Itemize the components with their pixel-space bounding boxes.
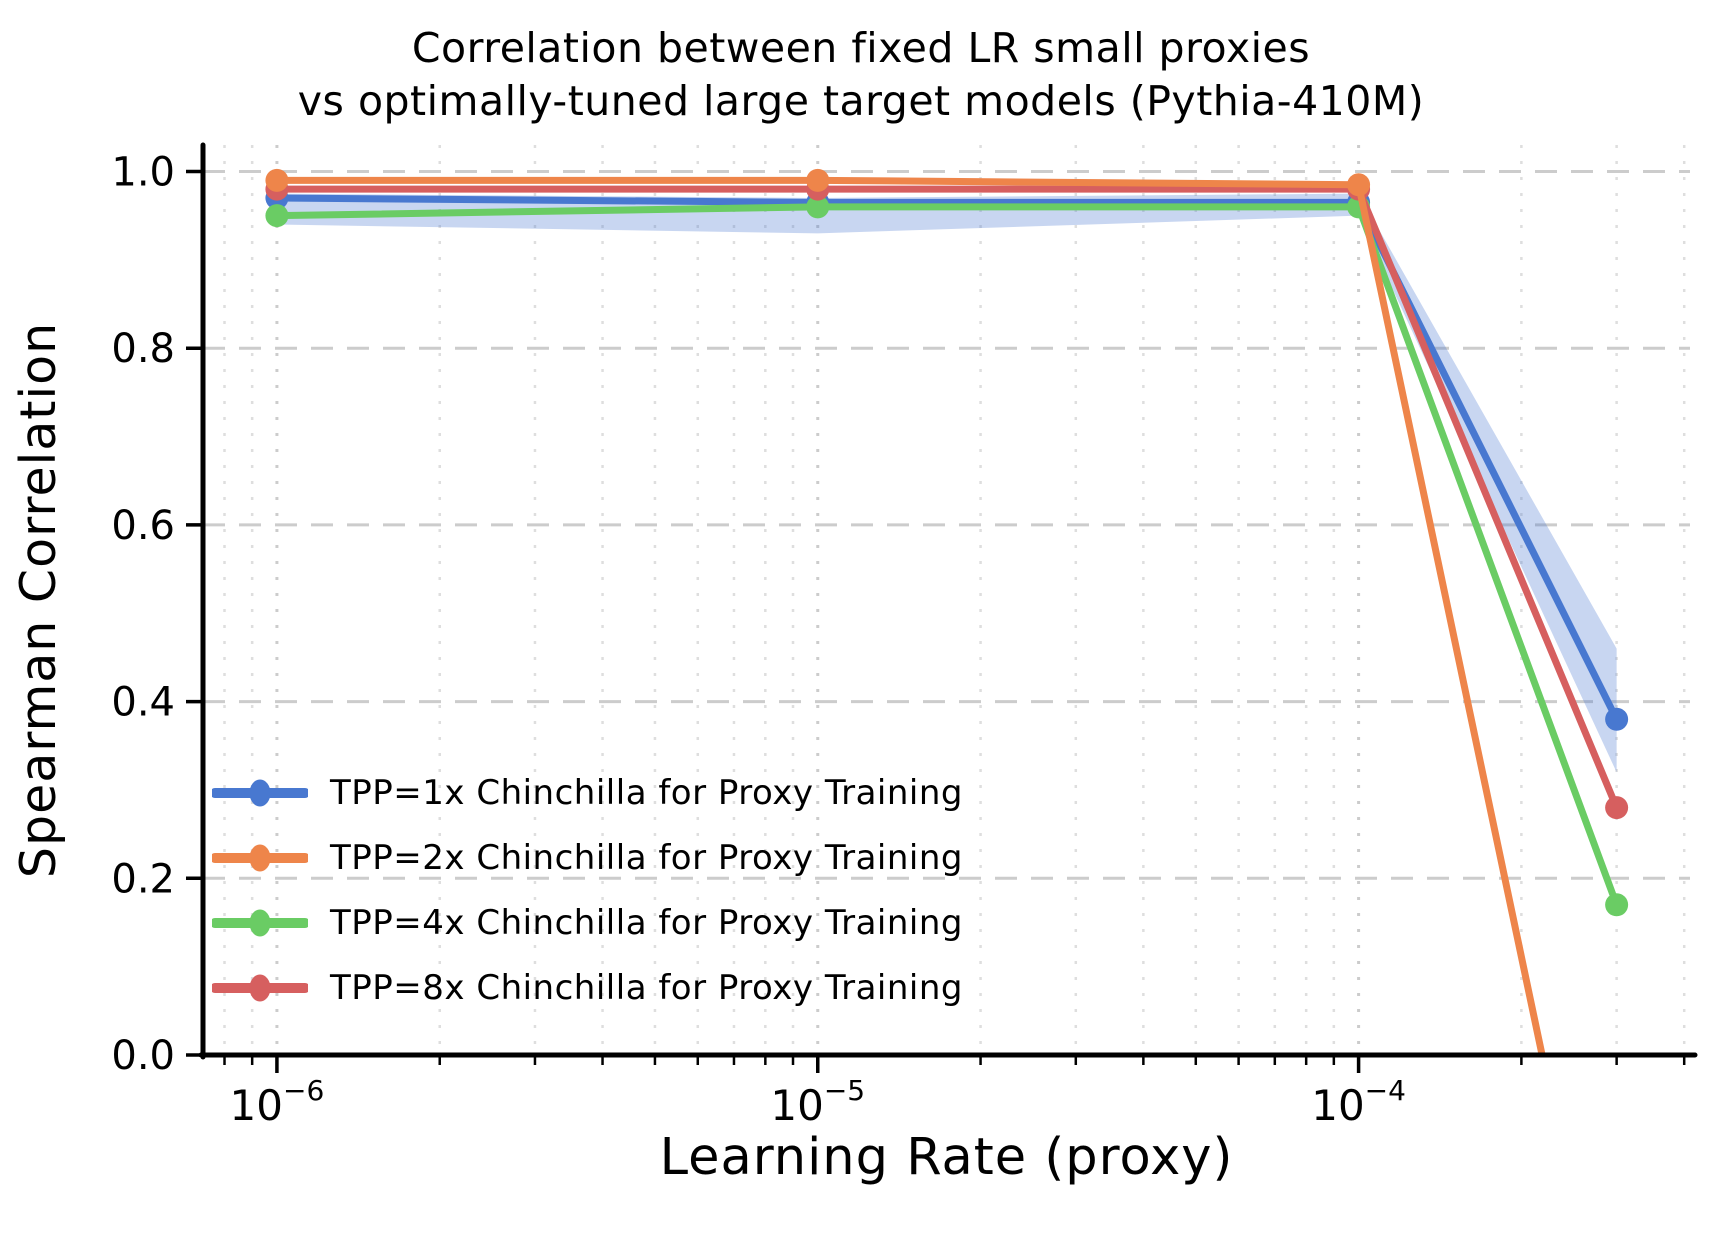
legend-key-icon: [212, 909, 308, 936]
legend-label: TPP=4x Chinchilla for Proxy Training: [330, 902, 963, 943]
legend: TPP=1x Chinchilla for Proxy Training TPP=…: [212, 760, 963, 1020]
x-tick-label: 10−6: [230, 1074, 325, 1130]
legend-marker: [249, 909, 271, 936]
legend-key-icon: [212, 844, 308, 871]
legend-label: TPP=2x Chinchilla for Proxy Training: [330, 837, 963, 878]
y-axis-label: Spearman Correlation: [10, 321, 67, 879]
legend-marker: [249, 779, 271, 806]
plot-area: [265, 168, 1629, 1055]
legend-label: TPP=8x Chinchilla for Proxy Training: [330, 967, 963, 1008]
data-point-series-4: [1605, 796, 1629, 820]
chart-title-line-1: Correlation between fixed LR small proxi…: [411, 24, 1311, 72]
legend-label: TPP=1x Chinchilla for Proxy Training: [330, 772, 963, 813]
x-tick-label: 10−5: [770, 1074, 865, 1130]
series-line-4: [273, 185, 1621, 812]
chart-title: Correlation between fixed LR small proxi…: [0, 22, 1722, 129]
legend-marker: [249, 844, 271, 871]
y-tick-label: 0.2: [111, 856, 175, 902]
y-tick-label: 0.4: [111, 680, 175, 726]
data-point-series-3: [265, 204, 289, 228]
series-line-3: [273, 203, 1621, 909]
x-axis-label: Learning Rate (proxy): [659, 1128, 1234, 1187]
data-point-series-2: [1347, 173, 1371, 197]
x-tick-label: 10−4: [1311, 1074, 1406, 1130]
series-line-2: [273, 176, 1546, 1055]
y-tick-label: 1.0: [111, 150, 175, 196]
legend-item-4: TPP=8x Chinchilla for Proxy Training: [212, 955, 963, 1020]
legend-marker: [249, 974, 271, 1001]
series-line-1: [273, 194, 1621, 723]
data-point-series-3: [1605, 893, 1629, 917]
chart-title-line-2: vs optimally-tuned large target models (…: [297, 77, 1425, 126]
y-tick-label: 0.6: [111, 503, 175, 549]
data-point-series-2: [265, 168, 289, 192]
y-tick-label: 0.8: [111, 326, 175, 372]
data-point-series-3: [806, 195, 830, 219]
legend-item-1: TPP=1x Chinchilla for Proxy Training: [212, 760, 963, 825]
legend-key-icon: [212, 779, 308, 806]
data-point-series-2: [806, 168, 830, 192]
confidence-band: [276, 193, 1617, 773]
y-tick-label: 0.0: [111, 1033, 175, 1079]
legend-key-icon: [212, 974, 308, 1001]
data-point-series-1: [1605, 707, 1629, 731]
legend-item-3: TPP=4x Chinchilla for Proxy Training: [212, 890, 963, 955]
legend-item-2: TPP=2x Chinchilla for Proxy Training: [212, 825, 963, 890]
